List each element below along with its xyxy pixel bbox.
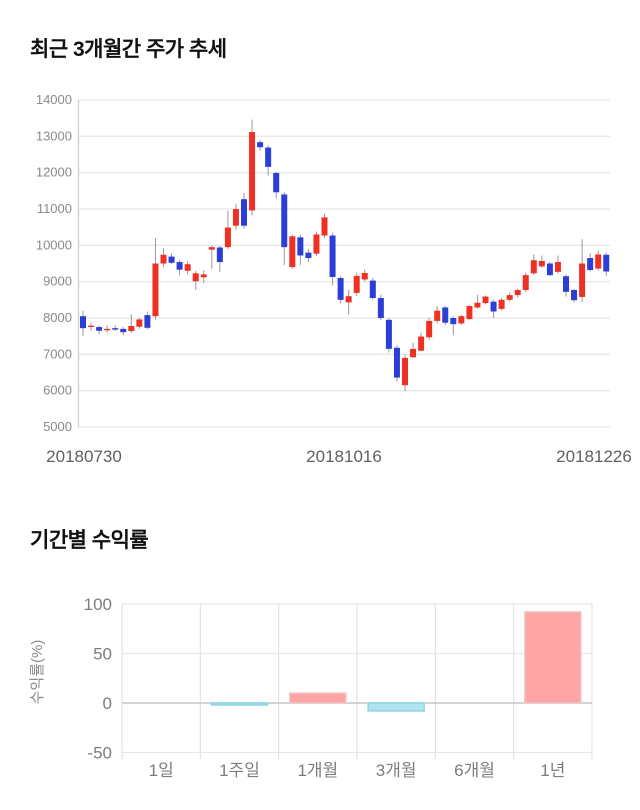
candle-body bbox=[514, 290, 521, 296]
y-tick-label: -50 bbox=[87, 744, 112, 763]
candle-body bbox=[305, 252, 312, 259]
candle-body bbox=[96, 327, 103, 331]
candle-body bbox=[112, 328, 119, 330]
y-axis-label: 수익률(%) bbox=[29, 640, 46, 705]
candle-body bbox=[418, 336, 425, 351]
candle-body bbox=[160, 254, 167, 264]
candle-body bbox=[128, 325, 135, 332]
candle-body bbox=[474, 302, 481, 308]
candle-body bbox=[450, 318, 457, 325]
candle-body bbox=[393, 347, 400, 378]
return-bar bbox=[524, 611, 582, 704]
candle-body bbox=[603, 254, 610, 272]
candle-body bbox=[506, 295, 513, 300]
candle-body bbox=[176, 262, 183, 270]
candle-body bbox=[297, 237, 304, 256]
candle-body bbox=[434, 310, 441, 321]
y-tick-label: 8000 bbox=[43, 310, 72, 325]
candle-body bbox=[530, 260, 537, 274]
y-tick-label: 100 bbox=[84, 595, 112, 614]
candle-body bbox=[216, 247, 223, 263]
candle-body bbox=[144, 315, 151, 328]
candle-body bbox=[104, 328, 111, 331]
candle-body bbox=[321, 217, 328, 236]
candle-body bbox=[361, 272, 368, 280]
candle-body bbox=[313, 234, 320, 254]
candle-body bbox=[192, 273, 199, 282]
candle-body bbox=[546, 263, 553, 276]
y-tick-label: 50 bbox=[93, 645, 112, 664]
y-tick-label: 13000 bbox=[36, 128, 72, 143]
x-tick-label: 20180730 bbox=[46, 447, 122, 466]
candle-body bbox=[184, 264, 191, 271]
candle-body bbox=[490, 301, 497, 312]
candle-body bbox=[353, 275, 360, 293]
candle-body bbox=[426, 320, 433, 338]
candle-body bbox=[587, 258, 594, 271]
returns-bar-chart: 100 50 0 -50 수익률(%) 1일 1주일 1개월 3개월 6개월 1년 bbox=[29, 595, 593, 780]
candle-body bbox=[136, 319, 143, 327]
price-chart-title: 최근 3개월간 주가 추세 bbox=[30, 38, 227, 61]
candle-body bbox=[224, 227, 231, 248]
candle-body bbox=[273, 173, 280, 193]
x-category-label: 3개월 bbox=[376, 761, 417, 780]
y-tick-label: 0 bbox=[103, 694, 112, 713]
x-category-label: 1년 bbox=[540, 761, 565, 780]
candle-body bbox=[522, 275, 529, 291]
candle-body bbox=[402, 357, 408, 386]
candle-body bbox=[554, 262, 561, 272]
candle-body bbox=[538, 260, 545, 267]
x-tick-label: 20181226 bbox=[556, 447, 632, 466]
candle-body bbox=[80, 316, 86, 329]
candle-body bbox=[241, 199, 247, 226]
candle-body bbox=[168, 256, 175, 263]
candle-body bbox=[281, 194, 288, 248]
candle-body bbox=[345, 296, 352, 303]
y-tick-label: 12000 bbox=[36, 165, 72, 180]
y-tick-label: 9000 bbox=[43, 274, 72, 289]
y-tick-label: 11000 bbox=[37, 201, 72, 216]
x-category-label: 1일 bbox=[149, 761, 174, 780]
candle-body bbox=[571, 290, 578, 301]
candle-body bbox=[265, 147, 272, 167]
candle-body bbox=[458, 316, 465, 324]
candle-body bbox=[410, 348, 417, 358]
candle-body bbox=[482, 296, 489, 304]
candle-body bbox=[563, 276, 569, 292]
candle-body bbox=[579, 263, 586, 297]
candle-body bbox=[442, 307, 449, 323]
candle-body bbox=[232, 209, 239, 226]
candle-body bbox=[498, 299, 505, 309]
return-bar bbox=[289, 692, 347, 704]
candle-body bbox=[257, 142, 264, 148]
y-tick-label: 10000 bbox=[36, 237, 72, 252]
candle-body bbox=[466, 306, 473, 320]
x-tick-label: 20181016 bbox=[306, 447, 382, 466]
return-bar bbox=[210, 702, 269, 706]
candle-body bbox=[369, 280, 376, 299]
candle-body bbox=[200, 274, 207, 278]
candle-body bbox=[289, 236, 296, 268]
y-tick-label: 14000 bbox=[36, 92, 72, 107]
x-category-label: 1개월 bbox=[297, 761, 338, 780]
candle-body bbox=[208, 247, 215, 250]
candle-body bbox=[249, 131, 256, 211]
x-category-label: 6개월 bbox=[454, 761, 495, 780]
x-category-label: 1주일 bbox=[219, 761, 260, 780]
candle-body bbox=[329, 235, 336, 277]
candle-body bbox=[152, 263, 159, 317]
candle-body bbox=[377, 298, 384, 318]
y-tick-label: 5000 bbox=[43, 419, 72, 434]
candle-body bbox=[385, 319, 392, 349]
candle-body bbox=[88, 325, 95, 328]
y-tick-label: 7000 bbox=[43, 346, 72, 361]
candle-body bbox=[120, 328, 127, 333]
candlestick-chart: 14000 13000 12000 11000 10000 9000 8000 7000 600… bbox=[36, 92, 632, 466]
candle-body bbox=[595, 254, 602, 269]
return-bar bbox=[367, 702, 425, 712]
y-tick-label: 6000 bbox=[43, 383, 72, 398]
returns-chart-title: 기간별 수익률 bbox=[30, 529, 149, 552]
candle-body bbox=[337, 278, 344, 300]
